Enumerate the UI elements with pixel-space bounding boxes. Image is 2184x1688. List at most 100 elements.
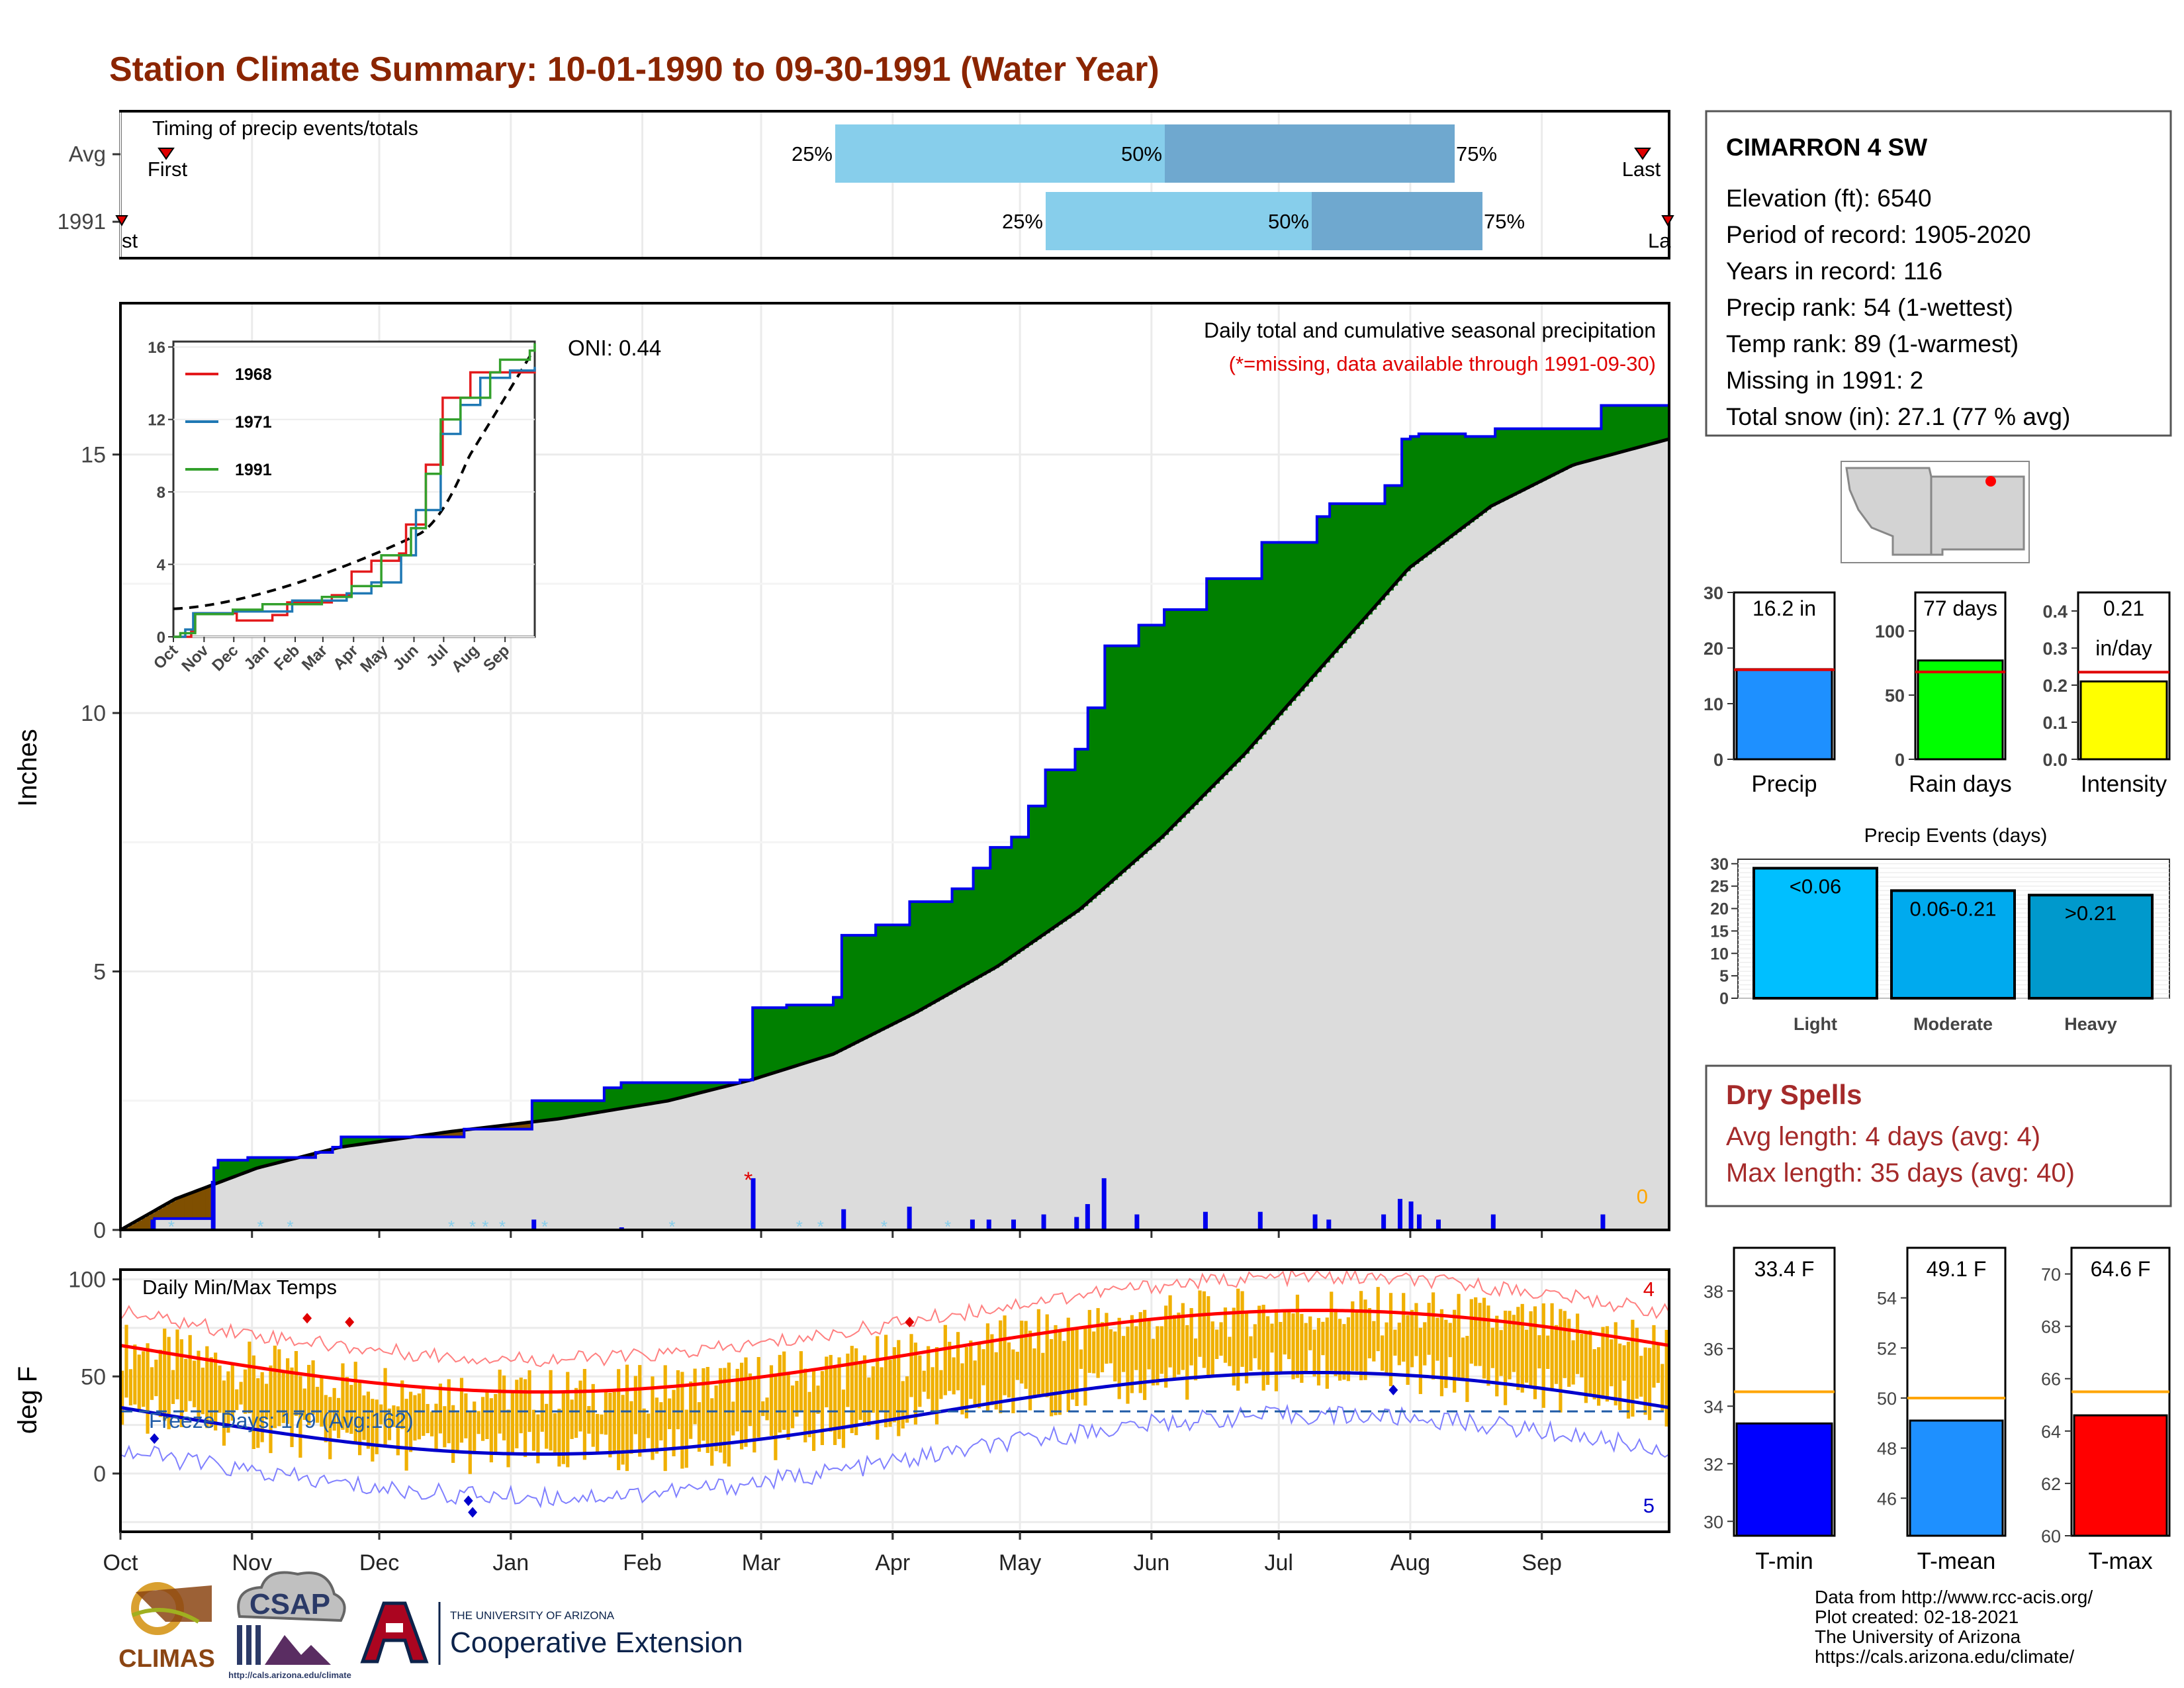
precip-anomaly-fill: [960, 888, 966, 988]
daily-temp-bar: [659, 1402, 663, 1440]
temp-summary-bar-T-max: [2073, 1414, 2168, 1537]
daily-temp-bar: [371, 1399, 375, 1462]
precip-anomaly-fill: [1011, 837, 1017, 957]
precip-anomaly-fill: [175, 1198, 181, 1219]
precip-anomaly-fill: [1113, 645, 1118, 880]
footer-line: Plot created: 02-18-2021: [1815, 1607, 2019, 1627]
event-bar-label: >0.21: [2065, 902, 2116, 925]
ua-logo-small: THE UNIVERSITY OF ARIZONA: [450, 1609, 615, 1622]
daily-temp-bar: [281, 1372, 285, 1423]
daily-precip-bar: [1134, 1214, 1140, 1230]
daily-temp-bar: [137, 1354, 141, 1413]
precip-anomaly-fill: [774, 1008, 779, 1073]
daily-temp-bar: [1410, 1309, 1414, 1368]
daily-temp-bar: [561, 1391, 565, 1464]
precip-anomaly-fill: [1121, 645, 1126, 873]
daily-temp-bar: [269, 1365, 273, 1454]
precip-anomaly-fill: [663, 1082, 668, 1102]
snow-marker: *: [257, 1217, 263, 1237]
summary-bar-value: 16.2 in: [1752, 596, 1816, 620]
precip-anomaly-fill: [1388, 485, 1394, 591]
daily-temp-bar: [1075, 1329, 1079, 1407]
daily-temp-bar: [464, 1393, 468, 1438]
precip-anomaly-fill: [128, 1225, 134, 1230]
daily-temp-bar: [1359, 1291, 1363, 1381]
precip-anomaly-fill: [179, 1197, 185, 1219]
daily-temp-bar: [1482, 1297, 1486, 1379]
precip-anomaly-fill: [1062, 770, 1068, 922]
daily-temp-bar: [876, 1336, 880, 1440]
daily-temp-bar: [553, 1413, 557, 1455]
daily-temp-bar: [387, 1408, 392, 1440]
daily-temp-bar: [158, 1349, 162, 1417]
daily-temp-bar: [956, 1332, 960, 1391]
daily-temp-bar: [1567, 1319, 1571, 1387]
precip-anomaly-fill: [1597, 428, 1602, 459]
precip-anomaly-fill: [1087, 708, 1093, 903]
daily-temp-bar: [1287, 1311, 1291, 1360]
precip-anomaly-fill: [345, 1137, 350, 1147]
daily-temp-bar: [197, 1350, 201, 1419]
daily-temp-bar: [124, 1325, 128, 1398]
daily-temp-bar: [294, 1350, 298, 1416]
daily-temp-bar: [150, 1367, 154, 1400]
precip-anomaly-fill: [778, 1008, 783, 1072]
daily-temp-bar: [1236, 1288, 1240, 1391]
daily-temp-bar: [1215, 1329, 1219, 1360]
precip-anomaly-fill: [1461, 434, 1466, 529]
month-label: Sep: [1522, 1550, 1562, 1575]
daily-temp-bar: [735, 1368, 739, 1432]
precip-anomaly-fill: [927, 902, 932, 1007]
precip-anomaly-fill: [1092, 708, 1097, 899]
daily-temp-bar: [1618, 1343, 1622, 1411]
daily-temp-bar: [782, 1351, 786, 1430]
daily-temp-bar: [1418, 1327, 1422, 1394]
temp-ytick-label: 100: [68, 1268, 106, 1293]
daily-temp-bar: [1355, 1309, 1359, 1372]
daily-temp-bar: [1351, 1301, 1355, 1371]
precip-anomaly-fill: [913, 902, 919, 1014]
footer-line: The University of Arizona: [1815, 1626, 2021, 1647]
daily-temp-bar: [761, 1401, 765, 1417]
precip-anomaly-fill: [655, 1082, 660, 1103]
daily-temp-bar: [485, 1391, 489, 1439]
precip-anomaly-fill: [846, 935, 851, 1048]
daily-temp-bar: [1516, 1307, 1520, 1390]
record-high-marker: [345, 1317, 355, 1328]
precip-anomaly-fill: [1096, 708, 1101, 895]
daily-temp-bar: [1079, 1349, 1083, 1369]
daily-temp-bar: [167, 1336, 171, 1430]
daily-temp-bar: [353, 1362, 357, 1444]
daily-precip-bar: [1312, 1214, 1318, 1230]
precip-anomaly-fill: [1206, 579, 1212, 792]
precip-anomaly-fill: [1143, 625, 1148, 854]
temp-summary-ytick-label: 54: [1877, 1289, 1897, 1309]
daily-temp-bar: [1448, 1323, 1452, 1358]
temp-summary-ytick-label: 60: [2041, 1526, 2061, 1546]
precip-anomaly-fill: [1550, 428, 1555, 477]
precip-anomaly-fill: [1490, 436, 1496, 506]
daily-temp-bar: [697, 1402, 702, 1452]
daily-temp-bar: [201, 1368, 205, 1415]
dry-max-length: Max length: 35 days (avg: 40): [1726, 1158, 2075, 1188]
daily-temp-bar: [1321, 1321, 1325, 1356]
precip-anomaly-fill: [1580, 428, 1585, 463]
precip-anomaly-fill: [705, 1082, 711, 1092]
daily-temp-bar: [1592, 1349, 1596, 1400]
daily-temp-bar: [884, 1335, 888, 1428]
daily-temp-bar: [1156, 1326, 1160, 1385]
daily-temp-bar: [1664, 1329, 1668, 1427]
daily-temp-bar: [710, 1398, 714, 1466]
precip-anomaly-fill: [625, 1082, 630, 1108]
temp-summary-ytick-label: 36: [1704, 1339, 1723, 1359]
precip-anomaly-fill: [1321, 516, 1326, 668]
daily-temp-bar: [307, 1364, 311, 1425]
precip-anomaly-fill: [1134, 645, 1140, 862]
precip-anomaly-fill: [621, 1082, 626, 1109]
precip-anomaly-fill: [1486, 436, 1492, 510]
precip-anomaly-fill: [850, 935, 855, 1046]
daily-temp-bar: [663, 1365, 667, 1472]
precip-anomaly-fill: [1147, 625, 1152, 851]
precip-anomaly-fill: [1105, 645, 1110, 888]
